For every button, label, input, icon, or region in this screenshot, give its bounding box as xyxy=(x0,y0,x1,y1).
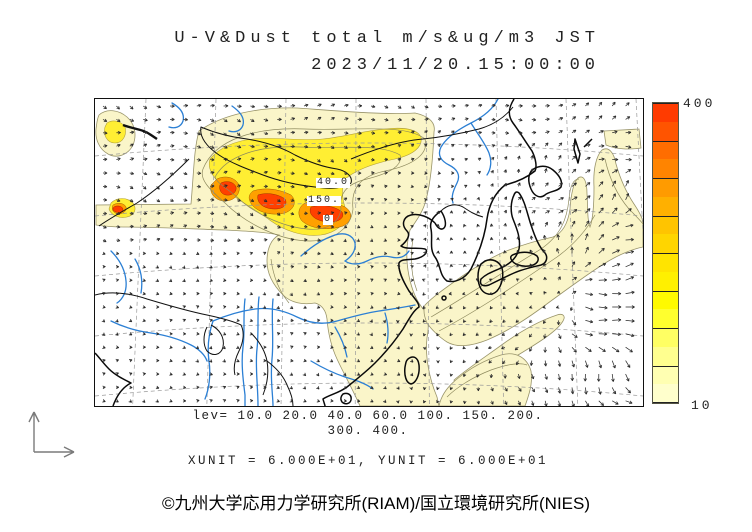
colorbar-max-label: 400 xyxy=(683,96,716,111)
colorbar-band xyxy=(653,384,678,403)
colorbar-band xyxy=(653,328,678,347)
colorbar-tick xyxy=(653,103,678,104)
colorbar-band xyxy=(653,309,678,328)
wind-vector-field xyxy=(101,101,635,406)
level-list-line2: 300. 400. xyxy=(327,424,409,438)
chart-title: U-V&Dust total m/s&ug/m3 JST xyxy=(174,29,600,48)
colorbar-band xyxy=(653,290,678,310)
contour-value-label: 0 xyxy=(323,214,334,225)
country-borders xyxy=(95,106,514,406)
dust-region-pale-fill xyxy=(95,107,643,406)
colorbar-band xyxy=(653,234,678,253)
colorbar-band xyxy=(653,140,678,160)
vector-unit-label: XUNIT = 6.000E+01, YUNIT = 6.000E+01 xyxy=(187,454,549,468)
unit-vector-axes-icon xyxy=(28,411,75,458)
chart-title-block: U-V&Dust total m/s&ug/m3 JST 2023/11/20.… xyxy=(174,25,600,79)
colorbar-tick xyxy=(653,365,678,367)
contour-value-label: 40.0 xyxy=(316,177,351,188)
colorbar-band xyxy=(653,178,678,197)
colorbar xyxy=(652,102,679,404)
colorbar-band xyxy=(653,271,678,291)
colorbar-tick xyxy=(653,253,678,254)
colorbar-band xyxy=(653,253,678,272)
map-panel: 40.0 150. 0 xyxy=(94,98,644,407)
colorbar-band xyxy=(653,159,678,178)
colorbar-band xyxy=(653,121,678,141)
colorbar-min-label: 10 xyxy=(691,398,713,413)
dust-concentration-map xyxy=(95,99,643,406)
colorbar-tick xyxy=(653,290,678,292)
copyright-text: ©九州大学応用力学研究所(RIAM)/国立環境研究所(NIES) xyxy=(161,494,591,513)
lat-lon-graticule xyxy=(95,99,643,406)
colorbar-band xyxy=(653,346,678,366)
colorbar-tick xyxy=(653,402,678,403)
level-list-line1: lev= 10.0 20.0 40.0 60.0 100. 150. 200. xyxy=(192,409,544,423)
colorbar-tick xyxy=(653,215,678,217)
contour-level-legend: lev= 10.0 20.0 40.0 60.0 100. 150. 200. … xyxy=(94,409,642,439)
chart-timestamp: 2023/11/20.15:00:00 xyxy=(311,56,600,75)
colorbar-band xyxy=(653,196,678,216)
contour-value-label: 150. xyxy=(307,195,342,206)
rivers xyxy=(110,99,499,406)
colorbar-tick xyxy=(653,140,678,142)
colorbar-band xyxy=(653,103,678,122)
colorbar-band xyxy=(653,365,678,385)
colorbar-tick xyxy=(653,328,678,329)
colorbar-tick xyxy=(653,178,678,179)
wind-arrows-path xyxy=(101,101,635,406)
dust-region-red-fill xyxy=(112,181,343,223)
colorbar-band xyxy=(653,215,678,235)
